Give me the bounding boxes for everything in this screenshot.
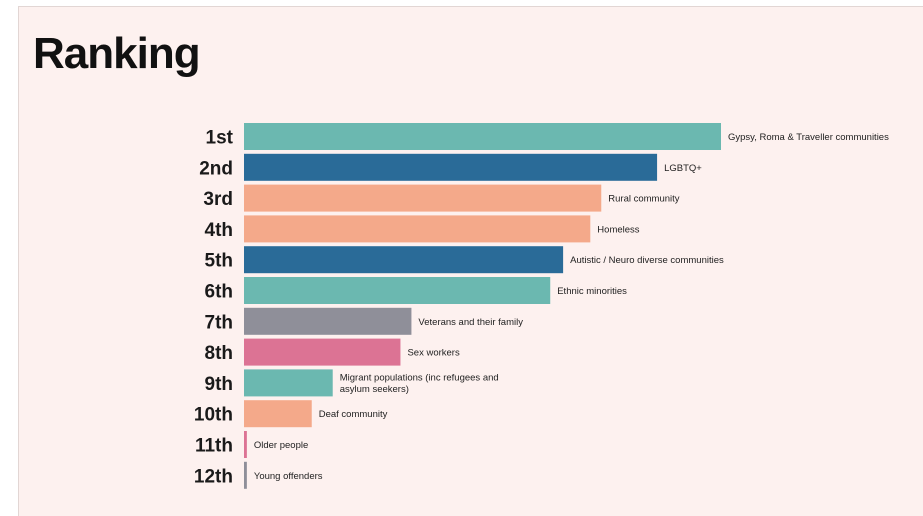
rank-label: 1st (206, 128, 234, 149)
bar (244, 215, 591, 243)
category-label: Homeless (597, 224, 639, 235)
rank-label: 4th (205, 220, 234, 241)
rank-label: 9th (205, 374, 234, 395)
category-label: LGBTQ+ (664, 163, 702, 174)
page-title: Ranking (33, 29, 201, 78)
rank-label: 12th (194, 466, 233, 487)
bar (244, 400, 312, 428)
rank-label: 6th (205, 282, 234, 303)
bar (244, 123, 721, 150)
category-label: Rural community (608, 194, 680, 205)
rank-label: 11th (195, 436, 233, 457)
category-label: Deaf community (319, 409, 388, 420)
bar (244, 369, 333, 397)
category-label: Gypsy, Roma & Traveller communities (728, 132, 889, 143)
rank-label: 5th (205, 251, 234, 272)
bar (244, 307, 412, 335)
category-label: Veterans and their family (418, 317, 523, 328)
category-label: Autistic / Neuro diverse communities (570, 255, 724, 266)
bar (244, 431, 247, 458)
bar (244, 246, 564, 274)
category-label: Migrant populations (inc refugees and asy… (340, 373, 499, 396)
bar (244, 277, 551, 304)
rank-label: 8th (205, 343, 234, 364)
bar (244, 184, 602, 212)
rank-label: 10th (194, 405, 233, 426)
bar (244, 338, 401, 366)
category-label: Sex workers (407, 348, 460, 359)
category-label: Older people (254, 440, 308, 451)
rank-label: 7th (205, 312, 234, 333)
bar (244, 461, 247, 489)
bar (244, 153, 658, 181)
rank-label: 3rd (203, 189, 233, 210)
category-label: Ethnic minorities (557, 286, 627, 297)
category-label: Young offenders (254, 471, 323, 482)
rank-label: 2nd (199, 158, 233, 179)
